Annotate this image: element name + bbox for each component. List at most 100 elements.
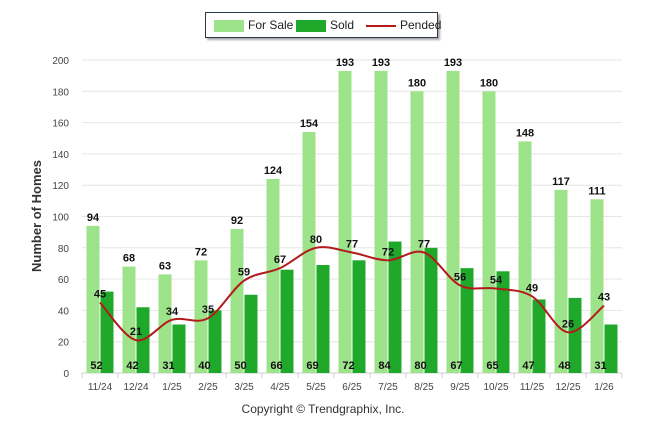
pended-line bbox=[99, 246, 605, 342]
label-pended-7: 77 bbox=[346, 238, 358, 250]
label-pended-2: 34 bbox=[166, 306, 179, 318]
bar-sold-4 bbox=[244, 294, 258, 373]
label-pended-1: 21 bbox=[130, 326, 142, 338]
legend-label-sold: Sold bbox=[330, 18, 355, 32]
y-axis-ticks: 0 20 40 60 80 100 120 140 160 180 200 bbox=[52, 56, 69, 380]
label-pended-13: 26 bbox=[562, 318, 574, 330]
legend: For Sale Sold Pended bbox=[205, 12, 442, 38]
label-for-sale-2: 63 bbox=[159, 260, 171, 272]
bar-for-sale-0 bbox=[86, 225, 100, 373]
y-tick-80: 80 bbox=[58, 244, 70, 255]
label-sold-6: 69 bbox=[306, 360, 318, 372]
x-tick-9/25: 9/25 bbox=[450, 382, 470, 393]
y-tick-140: 140 bbox=[52, 150, 69, 161]
legend-swatch-sold bbox=[296, 20, 326, 32]
label-for-sale-4: 92 bbox=[231, 215, 243, 227]
y-tick-20: 20 bbox=[58, 338, 70, 349]
label-sold-14: 31 bbox=[594, 360, 606, 372]
y-tick-200: 200 bbox=[52, 56, 69, 67]
label-pended-0: 45 bbox=[94, 289, 106, 301]
label-pended-6: 80 bbox=[310, 234, 322, 246]
y-tick-0: 0 bbox=[63, 369, 69, 380]
bar-for-sale-7 bbox=[338, 70, 352, 373]
y-tick-120: 120 bbox=[52, 181, 69, 192]
legend-label-for-sale: For Sale bbox=[248, 18, 294, 32]
x-tick-1/25: 1/25 bbox=[162, 382, 182, 393]
label-sold-13: 48 bbox=[558, 360, 570, 372]
copyright-text: Copyright © Trendgraphix, Inc. bbox=[241, 402, 405, 416]
bar-sold-2 bbox=[172, 324, 186, 373]
label-pended-9: 77 bbox=[418, 238, 430, 250]
bar-for-sale-11 bbox=[482, 91, 496, 374]
x-axis-ticks: 11/24 12/24 1/25 2/25 3/25 4/25 5/25 6/25 7/25 8/… bbox=[81, 373, 623, 393]
x-tick-7/25: 7/25 bbox=[378, 382, 398, 393]
bar-for-sale-5 bbox=[266, 178, 280, 373]
label-pended-12: 49 bbox=[526, 282, 538, 294]
x-tick-12/25: 12/25 bbox=[555, 382, 580, 393]
bars bbox=[86, 70, 618, 374]
label-sold-3: 40 bbox=[198, 360, 210, 372]
label-pended-3: 35 bbox=[202, 304, 214, 316]
label-pended-4: 59 bbox=[238, 267, 250, 279]
bar-for-sale-1 bbox=[122, 266, 136, 373]
label-sold-2: 31 bbox=[162, 360, 174, 372]
label-for-sale-12: 148 bbox=[516, 127, 534, 139]
pended-line-path bbox=[99, 246, 605, 342]
y-tick-60: 60 bbox=[58, 275, 70, 286]
bar-for-sale-12 bbox=[518, 141, 532, 373]
label-sold-8: 84 bbox=[378, 360, 391, 372]
bar-sold-0 bbox=[100, 291, 114, 373]
label-sold-9: 80 bbox=[414, 360, 426, 372]
bar-for-sale-3 bbox=[194, 260, 208, 373]
bar-for-sale-14 bbox=[590, 199, 604, 373]
x-tick-11/25: 11/25 bbox=[520, 382, 545, 393]
label-for-sale-5: 124 bbox=[264, 165, 283, 177]
y-tick-160: 160 bbox=[52, 119, 69, 130]
bar-sold-14 bbox=[604, 324, 618, 373]
x-tick-2/25: 2/25 bbox=[198, 382, 218, 393]
bar-sold-9 bbox=[424, 247, 438, 373]
bar-for-sale-9 bbox=[410, 91, 424, 374]
y-tick-100: 100 bbox=[52, 213, 69, 224]
label-pended-14: 43 bbox=[598, 292, 610, 304]
label-for-sale-3: 72 bbox=[195, 246, 207, 258]
label-for-sale-7: 193 bbox=[336, 57, 354, 69]
legend-swatch-pended bbox=[366, 25, 396, 27]
bar-for-sale-8 bbox=[374, 70, 388, 373]
bar-sold-7 bbox=[352, 260, 366, 373]
x-tick-10/25: 10/25 bbox=[483, 382, 508, 393]
label-pended-11: 54 bbox=[490, 274, 503, 286]
bar-for-sale-10 bbox=[446, 70, 460, 373]
bar-for-sale-6 bbox=[302, 131, 316, 373]
label-for-sale-13: 117 bbox=[552, 176, 570, 188]
x-tick-4/25: 4/25 bbox=[270, 382, 290, 393]
label-sold-0: 52 bbox=[90, 360, 102, 372]
bar-sold-5 bbox=[280, 269, 294, 373]
x-tick-12/24: 12/24 bbox=[123, 382, 148, 393]
bar-sold-6 bbox=[316, 265, 330, 373]
bar-sold-10 bbox=[460, 268, 474, 373]
label-pended-10: 56 bbox=[454, 271, 466, 283]
bar-sold-3 bbox=[208, 310, 222, 373]
label-pended-5: 67 bbox=[274, 254, 286, 266]
bar-sold-11 bbox=[496, 271, 510, 373]
label-for-sale-14: 111 bbox=[588, 185, 605, 197]
y-tick-40: 40 bbox=[58, 306, 70, 317]
label-sold-7: 72 bbox=[342, 360, 354, 372]
label-sold-4: 50 bbox=[234, 360, 246, 372]
bar-sold-12 bbox=[532, 299, 546, 373]
bar-sold-13 bbox=[568, 297, 582, 373]
x-tick-1/26: 1/26 bbox=[594, 382, 614, 393]
x-tick-5/25: 5/25 bbox=[306, 382, 326, 393]
x-tick-3/25: 3/25 bbox=[234, 382, 254, 393]
legend-label-pended: Pended bbox=[400, 18, 442, 32]
y-axis-label: Number of Homes bbox=[29, 160, 44, 272]
legend-swatch-for-sale bbox=[214, 20, 244, 32]
label-for-sale-6: 154 bbox=[300, 118, 319, 130]
label-for-sale-10: 193 bbox=[444, 57, 462, 69]
label-for-sale-11: 180 bbox=[480, 77, 498, 89]
label-sold-11: 65 bbox=[486, 360, 498, 372]
label-for-sale-9: 180 bbox=[408, 77, 426, 89]
data-labels: 94 52 68 42 63 31 72 40 92 50 124 66 154 69 193 72 193 84… bbox=[87, 57, 610, 372]
